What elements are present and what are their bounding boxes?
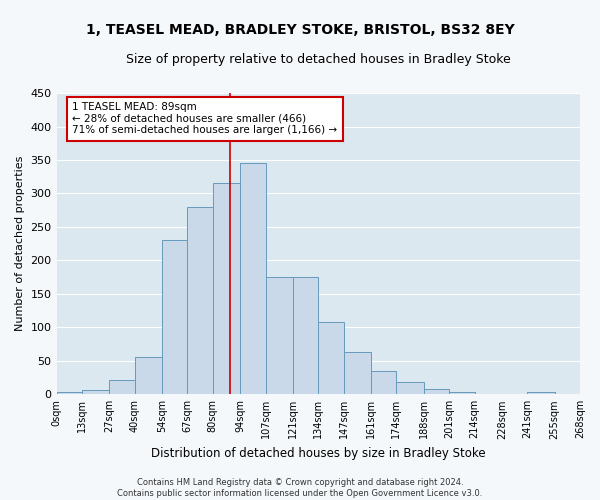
Bar bbox=[187, 207, 213, 394]
Text: 1 TEASEL MEAD: 89sqm
← 28% of detached houses are smaller (466)
71% of semi-deta: 1 TEASEL MEAD: 89sqm ← 28% of detached h… bbox=[72, 102, 337, 136]
Text: Contains HM Land Registry data © Crown copyright and database right 2024.
Contai: Contains HM Land Registry data © Crown c… bbox=[118, 478, 482, 498]
Text: 1, TEASEL MEAD, BRADLEY STOKE, BRISTOL, BS32 8EY: 1, TEASEL MEAD, BRADLEY STOKE, BRISTOL, … bbox=[86, 22, 514, 36]
Title: Size of property relative to detached houses in Bradley Stoke: Size of property relative to detached ho… bbox=[126, 52, 511, 66]
Bar bbox=[397, 382, 424, 394]
Bar bbox=[240, 164, 266, 394]
X-axis label: Distribution of detached houses by size in Bradley Stoke: Distribution of detached houses by size … bbox=[151, 447, 485, 460]
Bar bbox=[527, 392, 554, 394]
Bar bbox=[266, 277, 293, 394]
Bar bbox=[449, 392, 475, 394]
Bar bbox=[82, 390, 109, 394]
Bar bbox=[293, 277, 318, 394]
Bar bbox=[424, 389, 449, 394]
Y-axis label: Number of detached properties: Number of detached properties bbox=[15, 156, 25, 332]
Bar bbox=[371, 371, 397, 394]
Bar bbox=[213, 184, 240, 394]
Bar bbox=[134, 358, 162, 395]
Bar bbox=[56, 392, 82, 394]
Bar bbox=[318, 322, 344, 394]
Bar bbox=[162, 240, 187, 394]
Bar bbox=[109, 380, 134, 394]
Bar bbox=[344, 352, 371, 395]
